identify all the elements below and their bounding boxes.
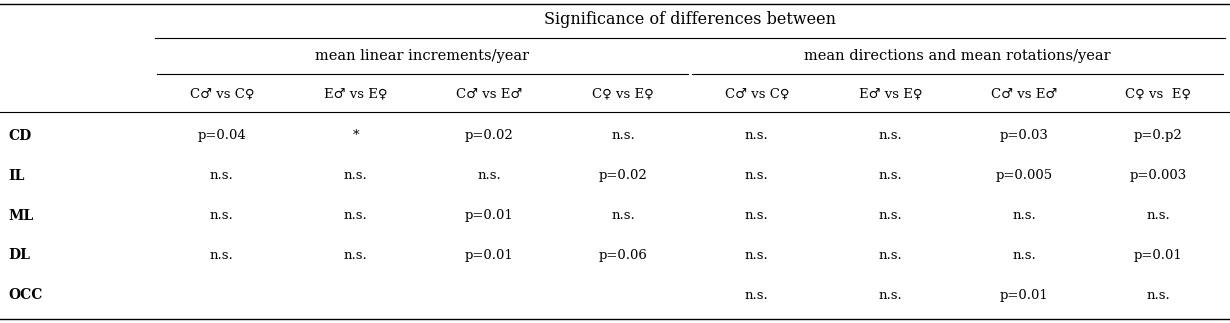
Text: mean directions and mean rotations/year: mean directions and mean rotations/year xyxy=(804,49,1111,63)
Text: n.s.: n.s. xyxy=(745,169,769,182)
Text: C♂ vs E♂: C♂ vs E♂ xyxy=(991,88,1058,100)
Text: n.s.: n.s. xyxy=(343,169,368,182)
Text: p=0.005: p=0.005 xyxy=(996,169,1053,182)
Text: n.s.: n.s. xyxy=(745,288,769,302)
Text: p=0.01: p=0.01 xyxy=(1134,249,1182,262)
Text: n.s.: n.s. xyxy=(1146,288,1170,302)
Text: n.s.: n.s. xyxy=(745,249,769,262)
Text: ML: ML xyxy=(9,209,33,223)
Text: p=0.02: p=0.02 xyxy=(599,169,647,182)
Text: Significance of differences between: Significance of differences between xyxy=(544,12,836,28)
Text: n.s.: n.s. xyxy=(878,288,903,302)
Text: p=0.01: p=0.01 xyxy=(1000,288,1049,302)
Text: n.s.: n.s. xyxy=(611,130,635,142)
Text: p=0.01: p=0.01 xyxy=(465,209,514,222)
Text: C♂ vs C♀: C♂ vs C♀ xyxy=(724,88,790,100)
Text: n.s.: n.s. xyxy=(878,130,903,142)
Text: n.s.: n.s. xyxy=(1012,249,1036,262)
Text: n.s.: n.s. xyxy=(343,249,368,262)
Text: n.s.: n.s. xyxy=(611,209,635,222)
Text: CD: CD xyxy=(9,129,31,143)
Text: OCC: OCC xyxy=(9,288,42,302)
Text: n.s.: n.s. xyxy=(878,249,903,262)
Text: p=0.03: p=0.03 xyxy=(1000,130,1049,142)
Text: C♀ vs  E♀: C♀ vs E♀ xyxy=(1125,88,1191,100)
Text: p=0.06: p=0.06 xyxy=(599,249,647,262)
Text: n.s.: n.s. xyxy=(1146,209,1170,222)
Text: p=0.02: p=0.02 xyxy=(465,130,514,142)
Text: n.s.: n.s. xyxy=(878,209,903,222)
Text: p=0.04: p=0.04 xyxy=(198,130,246,142)
Text: E♂ vs E♀: E♂ vs E♀ xyxy=(859,88,922,100)
Text: n.s.: n.s. xyxy=(477,169,502,182)
Text: n.s.: n.s. xyxy=(210,209,234,222)
Text: p=0.p2: p=0.p2 xyxy=(1134,130,1182,142)
Text: p=0.01: p=0.01 xyxy=(465,249,514,262)
Text: C♂ vs C♀: C♂ vs C♀ xyxy=(189,88,255,100)
Text: n.s.: n.s. xyxy=(878,169,903,182)
Text: n.s.: n.s. xyxy=(745,130,769,142)
Text: *: * xyxy=(352,130,359,142)
Text: mean linear increments/year: mean linear increments/year xyxy=(315,49,530,63)
Text: IL: IL xyxy=(9,169,25,183)
Text: n.s.: n.s. xyxy=(210,249,234,262)
Text: E♂ vs E♀: E♂ vs E♀ xyxy=(323,88,387,100)
Text: n.s.: n.s. xyxy=(745,209,769,222)
Text: C♀ vs E♀: C♀ vs E♀ xyxy=(593,88,654,100)
Text: n.s.: n.s. xyxy=(1012,209,1036,222)
Text: DL: DL xyxy=(9,248,30,262)
Text: n.s.: n.s. xyxy=(210,169,234,182)
Text: C♂ vs E♂: C♂ vs E♂ xyxy=(456,88,523,100)
Text: p=0.003: p=0.003 xyxy=(1129,169,1187,182)
Text: n.s.: n.s. xyxy=(343,209,368,222)
